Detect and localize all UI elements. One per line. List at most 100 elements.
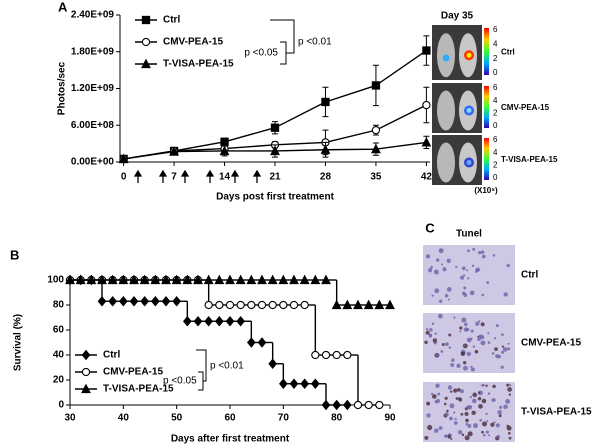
colorbar-tick-label: 0: [493, 121, 498, 130]
nucleus: [444, 396, 448, 400]
nucleus: [430, 392, 434, 395]
nucleus: [464, 322, 468, 327]
nucleus: [460, 351, 466, 357]
nucleus: [447, 298, 450, 301]
x-tick-label: 28: [320, 172, 332, 183]
marker: [118, 153, 129, 164]
tunel-panel: Ctrl CMV-PEA-15 T-VISA-PEA-15: [423, 245, 592, 442]
nucleus: [464, 435, 470, 441]
nucleus: [480, 250, 485, 254]
nucleus: [471, 410, 476, 416]
colorbar-tick-label: 4: [493, 148, 498, 157]
nucleus: [481, 398, 487, 404]
histology-image: [423, 313, 515, 373]
nucleus: [425, 328, 429, 331]
nucleus: [486, 420, 489, 423]
nucleus: [493, 337, 497, 340]
nucleus: [481, 421, 487, 427]
marker: [247, 300, 256, 310]
x-axis-label: Days after first treatment: [171, 434, 290, 445]
nucleus: [466, 351, 472, 357]
marker: [289, 378, 299, 390]
marker: [353, 400, 363, 410]
marker: [257, 337, 267, 348]
marker: [225, 274, 235, 285]
nucleus: [506, 263, 510, 268]
marker: [236, 300, 245, 310]
marker: [321, 97, 330, 107]
colorbar: [484, 28, 489, 75]
nucleus: [469, 290, 475, 296]
marker: [385, 299, 395, 310]
marker: [219, 145, 230, 156]
nucleus: [485, 430, 489, 434]
nucleus: [455, 265, 458, 269]
marker: [193, 315, 203, 327]
colorbar-tick-label: 6: [493, 135, 498, 144]
nucleus: [444, 342, 449, 347]
nucleus: [495, 324, 499, 328]
imaging-title: Day 35: [441, 11, 474, 22]
nucleus: [505, 398, 511, 404]
marker: [75, 274, 86, 285]
nucleus: [461, 317, 467, 323]
marker: [289, 274, 299, 285]
nucleus: [436, 399, 441, 404]
nucleus: [446, 409, 449, 413]
nucleus: [462, 274, 466, 277]
nucleus: [470, 329, 474, 333]
y-tick-label: 100: [47, 275, 64, 286]
legend-label: CMV-PEA-15: [163, 37, 223, 48]
legend-label: Ctrl: [163, 15, 180, 26]
nucleus: [480, 340, 486, 346]
nucleus: [495, 423, 500, 428]
legend-marker: [141, 15, 151, 25]
annotation: p <0.05: [163, 376, 197, 387]
y-tick-label: 1.20E+09: [71, 83, 115, 94]
marker: [311, 378, 320, 390]
nucleus: [496, 434, 500, 439]
nucleus: [453, 316, 456, 319]
treatment-arrows: [133, 169, 262, 183]
nucleus: [447, 435, 452, 439]
nucleus: [459, 275, 465, 280]
nucleus: [461, 266, 466, 271]
nucleus: [493, 421, 496, 424]
nucleus: [430, 265, 433, 269]
x-tick-label: 7: [171, 172, 177, 183]
marker: [172, 295, 181, 307]
nucleus: [461, 433, 465, 436]
colorbar-tick-label: 2: [493, 160, 498, 169]
nucleus: [472, 345, 476, 348]
nucleus: [486, 281, 490, 284]
nucleus: [487, 341, 491, 344]
nucleus: [475, 270, 478, 273]
legend-marker: [141, 37, 151, 47]
nucleus: [469, 395, 473, 399]
nucleus: [509, 384, 512, 387]
marker: [151, 295, 160, 307]
nucleus: [425, 254, 431, 259]
marker: [97, 274, 107, 285]
nucleus: [487, 392, 491, 395]
marker: [310, 274, 321, 285]
nucleus: [477, 397, 482, 401]
marker: [215, 300, 224, 310]
nucleus: [463, 327, 469, 332]
nucleus: [440, 350, 444, 353]
nucleus: [507, 342, 510, 345]
nucleus: [424, 340, 428, 345]
nucleus: [453, 388, 458, 393]
y-tick-label: 0.00E+00: [71, 157, 115, 168]
x-tick-label: 42: [421, 172, 433, 183]
nucleus: [494, 347, 498, 352]
nucleus: [453, 411, 456, 414]
nucleus: [478, 320, 481, 323]
marker: [235, 274, 246, 285]
legend-label: T-VISA-PEA-15: [163, 59, 234, 70]
nucleus: [506, 383, 510, 387]
histology-image: [423, 245, 515, 305]
nucleus: [471, 398, 477, 404]
marker: [204, 315, 213, 327]
nucleus: [473, 423, 478, 429]
